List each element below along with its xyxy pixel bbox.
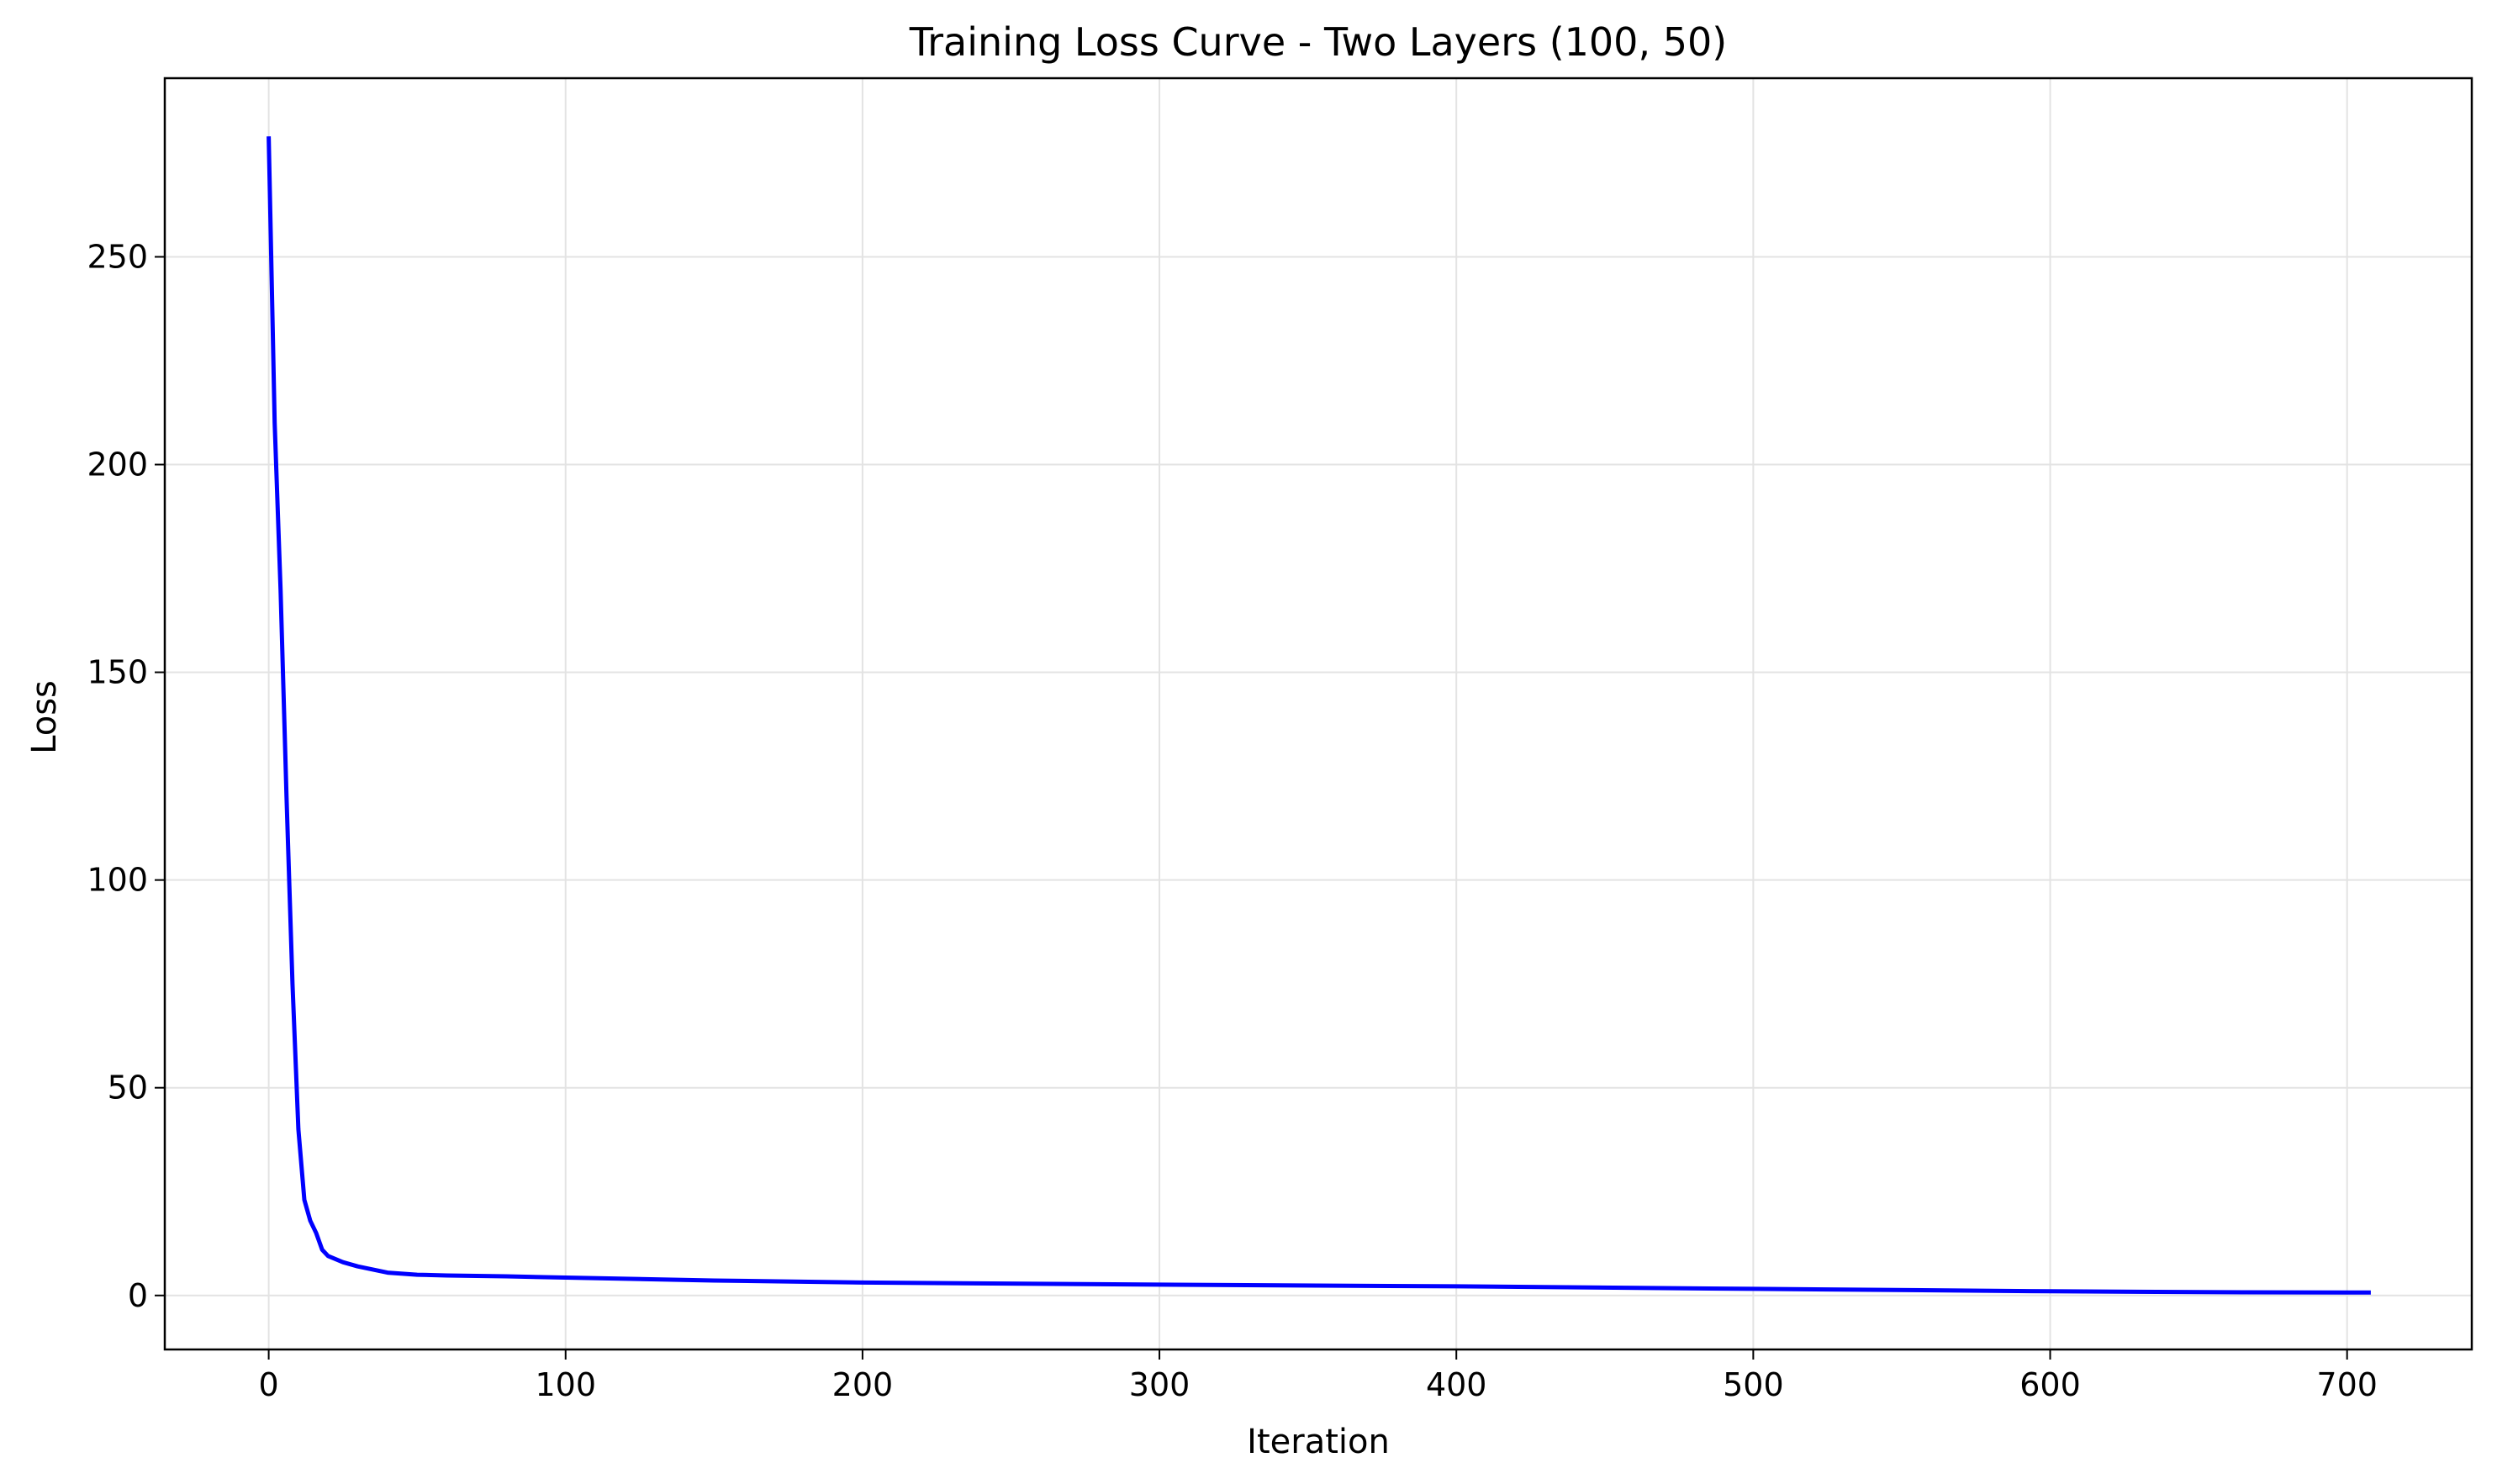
x-tick-label: 400	[1426, 1366, 1487, 1403]
plot-area	[267, 136, 2371, 1295]
x-tick-label: 0	[259, 1366, 279, 1403]
plot-frame	[163, 77, 2473, 1351]
chart-title: Training Loss Curve - Two Layers (100, 5…	[909, 19, 1727, 65]
grid	[165, 78, 2472, 1349]
y-axis-title: Loss	[25, 680, 64, 754]
x-tick-label: 500	[1723, 1366, 1784, 1403]
x-axis: 0 100 200 300 400 500 600 700	[259, 1349, 2378, 1403]
y-tick-label: 50	[108, 1069, 148, 1106]
y-tick-label: 100	[87, 862, 148, 899]
y-tick-label: 200	[87, 446, 148, 483]
loss-series-line	[267, 136, 2371, 1295]
y-tick-label: 150	[87, 654, 148, 691]
x-tick-label: 700	[2316, 1366, 2378, 1403]
x-axis-title: Iteration	[1247, 1423, 1390, 1461]
x-tick-label: 300	[1129, 1366, 1190, 1403]
y-axis: 0 50 100 150 200 250	[87, 238, 165, 1314]
x-tick-label: 200	[832, 1366, 894, 1403]
x-tick-label: 600	[2019, 1366, 2081, 1403]
x-tick-label: 100	[535, 1366, 596, 1403]
y-tick-label: 250	[87, 238, 148, 275]
y-tick-label: 0	[128, 1277, 148, 1314]
